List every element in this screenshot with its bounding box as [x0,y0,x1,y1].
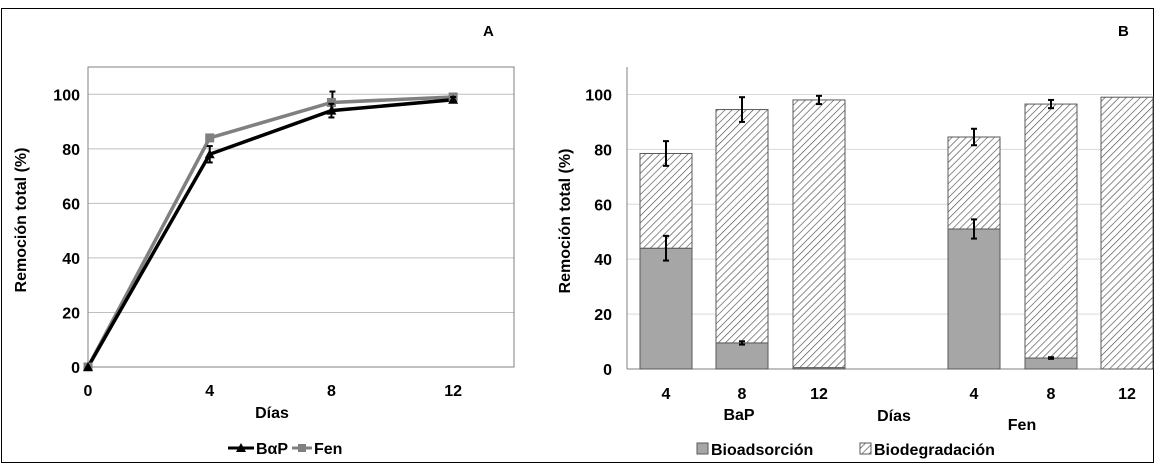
panel-b-x-tick-label: 4 [970,386,979,403]
panel-b-group-label-bap: BaP [723,407,754,424]
panel-b-label: B [1118,23,1129,40]
legend-label-biodegradacion: Biodegradación [874,442,995,459]
panel-a-y-tick-label: 0 [71,360,80,377]
panel-a-label: A [483,23,494,40]
panel-b-bars [639,94,1154,370]
legend-swatch-bioadsorcion [696,442,709,455]
legend-marker-fen [298,444,306,452]
bar-bioadsorcion [715,342,769,370]
legend-label-bioadsorcion: Bioadsorción [711,442,813,459]
panel-a-point-fen [326,97,336,107]
legend-label-bap: BαP [256,441,288,458]
bar-biodegradacion [1024,103,1078,359]
panel-a-point-bap [204,149,215,159]
panel-b-y-tick-label: 60 [594,197,612,214]
panel-b-y-tick-label: 100 [585,87,612,104]
panel-a-series-line-bap [86,97,454,368]
panel-a-y-tick-labels: 0 20 40 60 80 100 [53,87,80,377]
panel-a-y-axis-label: Remoción total (%) [13,148,30,293]
panel-a-y-tick-label: 20 [62,305,80,322]
panel-a-x-tick-label: 0 [84,383,93,400]
panel-a-point-bap [448,94,459,104]
panel-a-x-tick-label: 4 [205,383,214,400]
panel-a-series-line-fen [86,95,454,368]
panel-a-plot-frame [87,66,515,368]
bar-biodegradacion [792,99,846,369]
panel-b-y-tick-label: 20 [594,307,612,324]
bar-biodegradacion [715,109,769,344]
bar-biodegradacion [639,152,693,249]
panel-a-y-tick-label: 40 [62,251,80,268]
legend-swatch-biodegradacion [859,442,872,455]
panel-a-y-tick-label: 100 [53,87,80,104]
legend-label-fen: Fen [314,441,342,458]
panel-a-legend: BαP Fen [228,441,342,458]
panel-b-x-axis-label: Días [877,408,911,425]
panel-a-point-bap [326,105,337,115]
bar-biodegradacion [947,136,1001,230]
legend-marker-bap [236,443,246,452]
panel-b-x-tick-label: 12 [810,386,828,403]
panel-a-y-tick-label: 80 [62,142,80,159]
bar-biodegradacion [1100,96,1154,370]
panel-b-x-tick-label: 8 [738,386,747,403]
panel-a-x-tick-label: 12 [444,383,462,400]
panel-a-point-fen [205,133,215,143]
panel-a-series [83,90,459,372]
bar-bioadsorcion [639,247,693,370]
panel-b-x-tick-label: 4 [662,386,671,403]
panel-b-x-tick-labels: 4 8 12 4 8 12 [662,386,1136,403]
panel-b-y-tick-label: 0 [603,362,612,379]
panel-b-stacked-bar-chart: B 0 20 40 60 80 100 4 8 12 4 8 12 Remoción total (… [557,23,1154,459]
panel-b-y-tick-label: 40 [594,252,612,269]
bar-bioadsorcion [947,228,1001,370]
panel-b-y-axis-label: Remoción total (%) [557,149,574,294]
panel-a-y-tick-label: 60 [62,196,80,213]
panel-b-x-tick-label: 8 [1047,386,1056,403]
panel-a-x-axis-label: Días [255,405,289,422]
panel-b-group-label-fen: Fen [1008,417,1036,434]
panel-b-y-tick-labels: 0 20 40 60 80 100 [585,87,612,379]
panel-b-x-tick-label: 12 [1118,386,1136,403]
panel-b-legend: Bioadsorción Biodegradación [696,442,995,459]
panel-a-x-tick-label: 8 [327,383,336,400]
panel-a-x-tick-labels: 0 4 8 12 [84,383,463,400]
panel-b-y-tick-label: 80 [594,142,612,159]
panel-a-gridlines [88,93,514,313]
panel-a-point-bap [83,362,93,371]
